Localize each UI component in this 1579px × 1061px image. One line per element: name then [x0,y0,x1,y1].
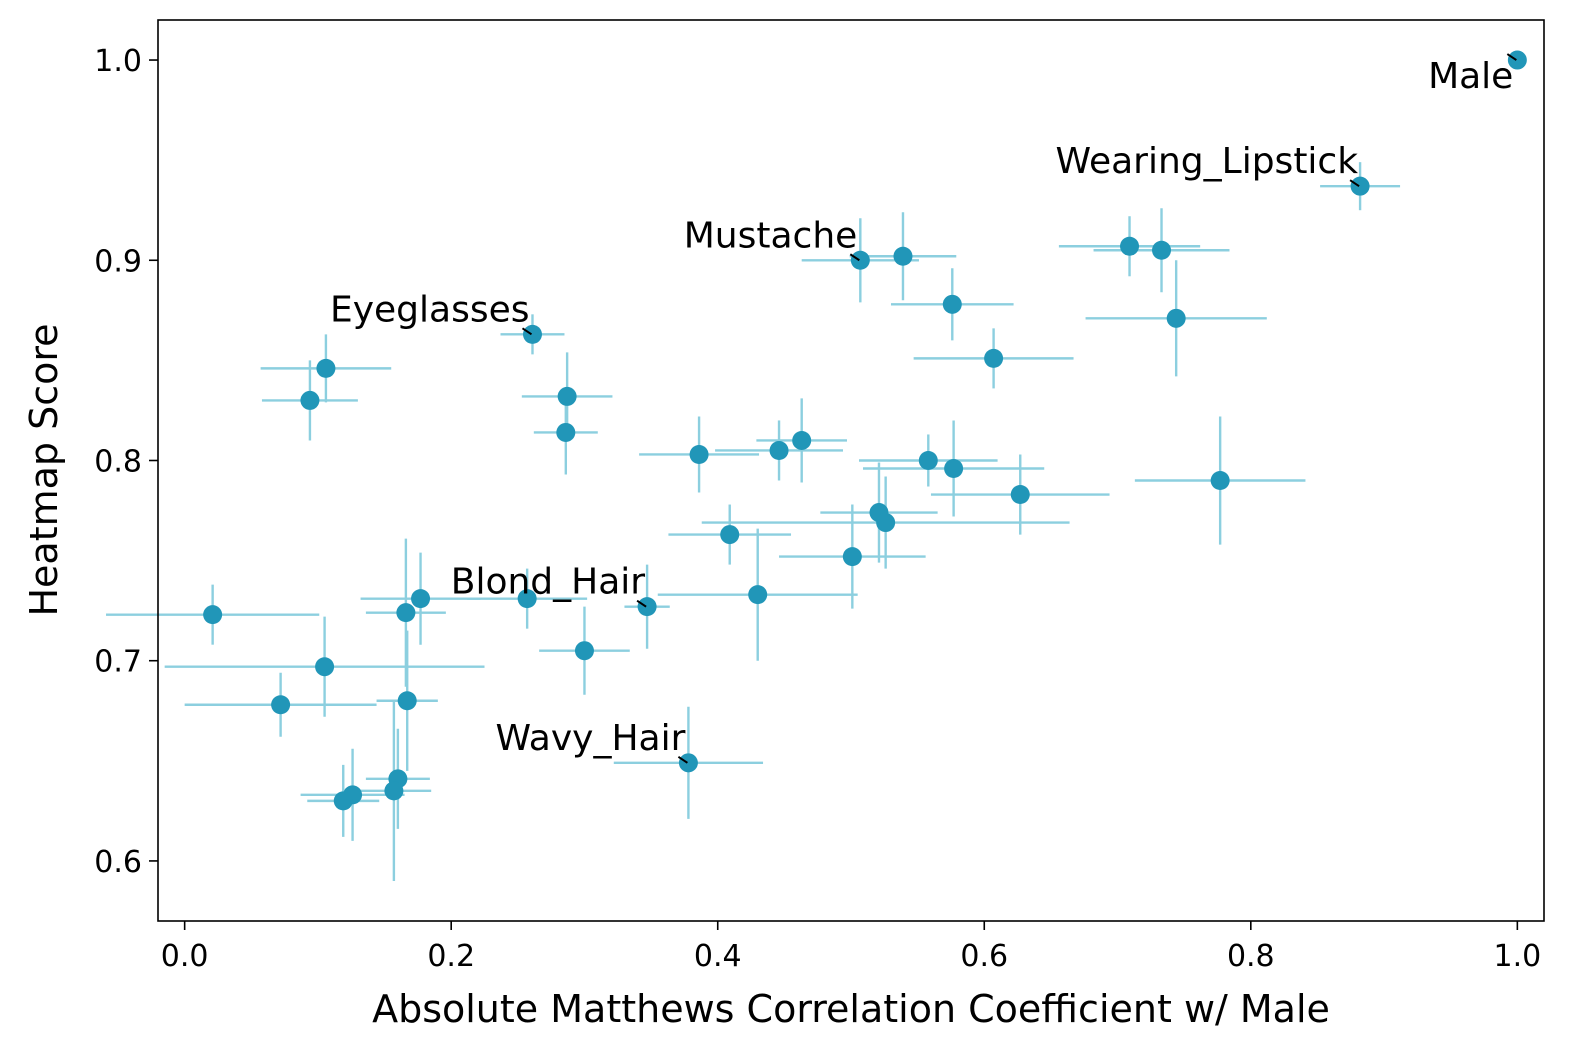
x-axis: 0.0 0.2 0.4 0.6 0.8 1.0 [161,921,1541,974]
data-point [1152,240,1172,260]
data-point [792,430,812,450]
data-point [1010,485,1030,505]
data-point [316,358,336,378]
y-axis-label: Heatmap Score [22,323,66,616]
data-point [203,605,223,625]
annotation-leader [1349,179,1360,188]
annotation-label: Eyeglasses [330,289,530,330]
data-point [748,585,768,605]
annotations-layer: Male Wearing_Lipstick Mustache Eyeglasses Bl… [330,53,1517,764]
data-point [984,348,1004,368]
annotation-label: Blond_Hair [451,562,646,603]
y-tick-label: 0.9 [94,244,142,279]
x-tick-label: 0.4 [694,939,742,974]
data-point [1350,176,1370,196]
data-point [678,753,698,773]
data-point [689,444,709,464]
y-tick-label: 0.6 [94,845,142,880]
annotation-label: Mustache [684,215,858,256]
x-tick-label: 0.8 [1227,939,1275,974]
points-layer [203,50,1527,811]
annotation-label: Male [1428,56,1513,97]
annotation-leader [1506,53,1517,61]
annotation-leader [636,599,647,608]
annotation-label: Wearing_Lipstick [1055,141,1358,182]
data-point [1507,50,1527,70]
data-point [842,547,862,567]
data-point [893,246,913,266]
data-point [411,589,431,609]
x-axis-label: Absolute Matthews Correlation Coefficien… [372,987,1330,1031]
data-point [1210,471,1230,491]
data-point [944,458,964,478]
annotation-label: Wavy_Hair [496,718,686,759]
x-tick-label: 0.2 [427,939,475,974]
y-axis: 0.6 0.7 0.8 0.9 1.0 [94,44,158,880]
x-tick-label: 1.0 [1493,939,1541,974]
data-point [315,657,335,677]
data-point [720,525,740,545]
data-point [333,791,353,811]
data-point [522,324,542,344]
errorbars-layer [106,162,1401,881]
data-point [384,781,404,801]
data-point [396,603,416,623]
y-tick-label: 0.8 [94,444,142,479]
data-point [557,386,577,406]
data-point [876,513,896,533]
data-point [271,695,291,715]
data-point [574,641,594,661]
data-point [1120,236,1140,256]
data-point [942,294,962,314]
plot-frame [157,19,1545,922]
annotation-leader [677,755,688,764]
data-point [517,589,537,609]
data-point [918,450,938,470]
data-point [1166,308,1186,328]
data-point [300,390,320,410]
data-point [397,691,417,711]
annotation-leader [849,253,860,262]
data-point [556,422,576,442]
annotation-leader [521,327,533,336]
y-tick-label: 0.7 [94,645,142,680]
data-point [769,440,789,460]
data-point [637,597,657,617]
x-tick-label: 0.6 [960,939,1008,974]
x-tick-label: 0.0 [161,939,209,974]
y-tick-label: 1.0 [94,44,142,79]
data-point [850,250,870,270]
